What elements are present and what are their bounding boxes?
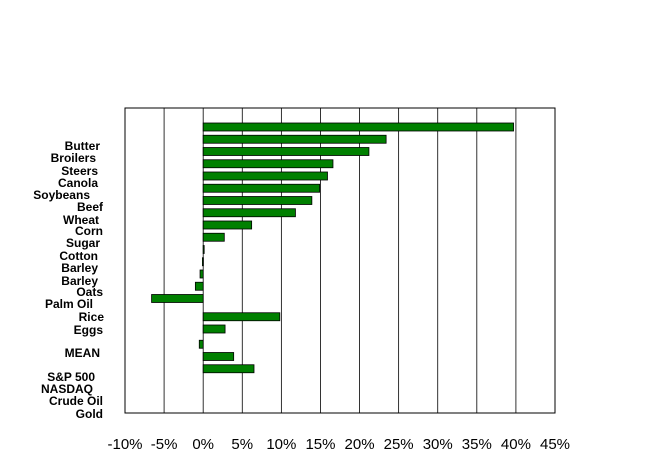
bar — [202, 196, 313, 205]
category-label: Soybeans — [33, 188, 90, 202]
category-label: Broilers — [51, 151, 97, 165]
bar — [202, 183, 321, 193]
category-label: Palm Oil — [45, 297, 93, 311]
category-label: Corn — [75, 224, 103, 238]
category-labels: ButterBroilersSteersCanolaSoybeansBeefWh… — [33, 139, 104, 421]
bar — [202, 312, 281, 322]
bar — [201, 257, 204, 267]
x-tick-label: -5% — [151, 436, 178, 453]
category-label: Barley — [61, 261, 98, 275]
bar — [202, 364, 255, 374]
bar — [202, 352, 235, 361]
bar — [202, 159, 334, 169]
bar — [202, 220, 253, 230]
x-tick-labels: -10% -5% 0% 5% 10% 15% 20% 25% 30% 35% 40% 45% — [107, 436, 570, 453]
category-label: Wheat — [63, 213, 99, 227]
category-label: Butter — [65, 139, 101, 153]
category-label: Rice — [79, 310, 105, 324]
category-label: NASDAQ — [41, 382, 93, 396]
category-label: Eggs — [74, 323, 104, 337]
category-label: Cotton — [59, 249, 98, 263]
bar — [199, 269, 204, 279]
bar — [202, 171, 328, 181]
grid-lines — [163, 108, 517, 413]
category-label: MEAN — [65, 346, 100, 360]
x-tick-label: 10% — [266, 436, 296, 453]
x-tick-label: 40% — [501, 436, 531, 453]
x-tick-label: 20% — [345, 436, 375, 453]
x-tick-label: 25% — [384, 436, 414, 453]
category-label: S&P 500 — [47, 370, 95, 384]
category-label: Oats — [76, 285, 103, 299]
bars — [151, 122, 514, 374]
x-tick-label: 15% — [305, 436, 335, 453]
x-tick-label: 0% — [192, 436, 214, 453]
bar — [202, 134, 387, 144]
bar — [202, 122, 514, 132]
plot-area-frame — [124, 107, 556, 414]
category-label: Sugar — [66, 236, 100, 250]
x-tick-label: 5% — [231, 436, 253, 453]
category-label: Canola — [58, 176, 98, 190]
category-label: Steers — [61, 164, 98, 178]
bar — [202, 232, 225, 242]
bar — [194, 281, 204, 291]
bar — [198, 339, 204, 349]
bar — [202, 208, 296, 218]
x-tick-label: 30% — [423, 436, 453, 453]
category-label: Crude Oil — [49, 394, 103, 408]
bar — [202, 147, 370, 156]
bar — [202, 245, 205, 254]
category-label: Barley — [61, 274, 98, 288]
x-tick-label: 45% — [540, 436, 570, 453]
bar — [151, 294, 204, 303]
x-tick-label: -10% — [107, 436, 142, 453]
category-label: Beef — [77, 200, 104, 214]
bar — [202, 324, 226, 334]
category-label: Gold — [76, 407, 103, 421]
x-tick-label: 35% — [462, 436, 492, 453]
